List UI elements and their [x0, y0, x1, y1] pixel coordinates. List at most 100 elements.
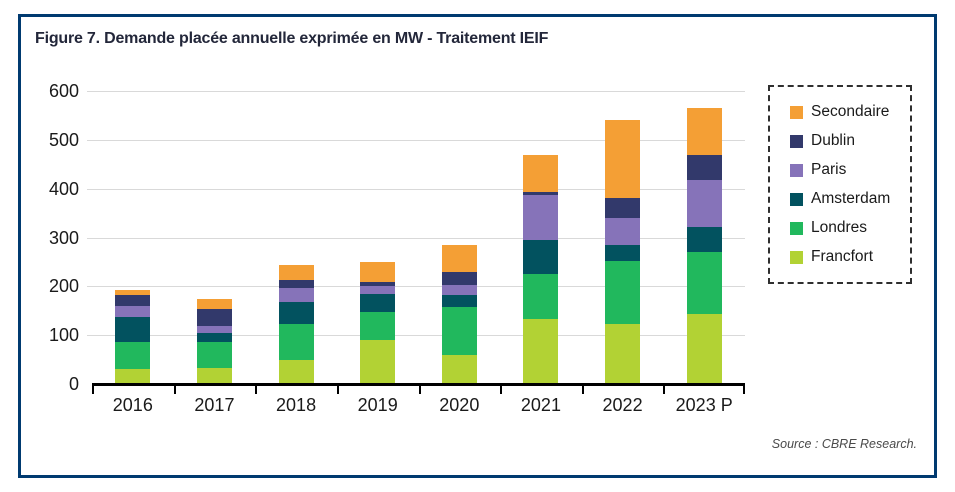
bar-segment-dublin-2023-p — [686, 155, 722, 180]
bar-segment-londres-2017 — [196, 342, 232, 369]
bar-2021 — [523, 154, 559, 383]
x-axis-tick — [581, 385, 584, 394]
bar-segment-londres-2018 — [278, 323, 314, 361]
gridline-200 — [87, 286, 745, 288]
bar-segment-dublin-2019 — [360, 281, 396, 286]
bar-segment-dublin-2017 — [196, 308, 232, 326]
plot-area — [87, 91, 745, 394]
legend-label: Londres — [811, 219, 868, 236]
legend-label: Paris — [811, 161, 847, 178]
legend-swatch-icon — [790, 192, 803, 206]
bar-segment-secondaire-2023-p — [686, 108, 722, 156]
y-axis-label-600: 600 — [48, 81, 79, 101]
bar-segment-dublin-2020 — [441, 272, 477, 286]
y-axis-label-400: 400 — [48, 178, 79, 199]
bar-2019 — [360, 262, 396, 383]
bar-segment-londres-2019 — [360, 311, 396, 341]
bar-2022 — [605, 119, 641, 383]
bar-2017 — [196, 299, 232, 383]
x-axis-label-2017: 2017 — [194, 395, 235, 415]
x-axis-tick — [336, 385, 339, 394]
legend-swatch-icon — [790, 105, 803, 119]
bar-segment-francfort-2023-p — [686, 313, 722, 383]
x-axis-label-2021: 2021 — [520, 395, 561, 415]
legend-label: Amsterdam — [811, 190, 891, 207]
bar-2018 — [278, 265, 314, 383]
bar-segment-amsterdam-2020 — [441, 295, 477, 308]
legend-item-amsterdam: Amsterdam — [790, 185, 910, 214]
x-axis-line — [92, 383, 745, 386]
bar-segment-amsterdam-2021 — [523, 240, 559, 275]
bar-segment-dublin-2018 — [278, 280, 314, 289]
bar-segment-francfort-2019 — [360, 340, 396, 383]
bar-segment-secondaire-2017 — [196, 299, 232, 309]
y-axis-label-0: 0 — [68, 374, 79, 394]
gridline-500 — [87, 139, 745, 141]
legend-item-paris: Paris — [790, 156, 910, 185]
legend-label: Francfort — [811, 248, 874, 265]
legend-swatch-icon — [790, 250, 803, 264]
figure-frame: Figure 7. Demande placée annuelle exprim… — [18, 14, 937, 478]
bar-segment-londres-2016 — [115, 341, 151, 370]
bar-segment-francfort-2016 — [115, 369, 151, 383]
bar-segment-londres-2020 — [441, 307, 477, 355]
y-axis-label-500: 500 — [48, 129, 79, 150]
y-axis-label-300: 300 — [48, 227, 79, 248]
x-axis-tick — [743, 385, 745, 394]
bar-segment-amsterdam-2019 — [360, 294, 396, 312]
x-axis-label-2019: 2019 — [357, 395, 398, 415]
x-axis-tick — [500, 385, 503, 394]
bar-segment-secondaire-2019 — [360, 262, 396, 282]
bar-segment-paris-2019 — [360, 285, 396, 295]
bar-segment-paris-2023-p — [686, 179, 722, 228]
bar-segment-paris-2022 — [605, 218, 641, 245]
x-axis-tick — [173, 385, 176, 394]
legend-item-secondaire: Secondaire — [790, 98, 910, 127]
bar-segment-amsterdam-2016 — [115, 317, 151, 342]
bar-segment-paris-2016 — [115, 306, 151, 318]
bar-segment-londres-2022 — [605, 261, 641, 324]
x-axis-label-2022: 2022 — [602, 395, 643, 415]
x-axis-tick — [418, 385, 421, 394]
bar-segment-amsterdam-2022 — [605, 244, 641, 262]
bar-segment-francfort-2018 — [278, 360, 314, 383]
legend-swatch-icon — [790, 163, 803, 177]
bar-segment-secondaire-2016 — [115, 289, 151, 296]
x-axis-label-2023-p: 2023 P — [675, 395, 733, 415]
figure-title: Figure 7. Demande placée annuelle exprim… — [35, 30, 549, 47]
legend-swatch-icon — [790, 221, 803, 235]
legend-item-francfort: Francfort — [790, 243, 910, 272]
bar-segment-londres-2023-p — [686, 252, 722, 314]
x-axis-tick — [255, 385, 258, 394]
x-axis-tick — [663, 385, 666, 394]
bar-2023-p — [686, 108, 722, 383]
bar-segment-amsterdam-2018 — [278, 301, 314, 324]
bar-segment-amsterdam-2017 — [196, 333, 232, 342]
x-axis-label-2016: 2016 — [112, 395, 153, 415]
legend-label: Dublin — [811, 132, 855, 149]
legend-item-londres: Londres — [790, 214, 910, 243]
gridline-600 — [87, 91, 745, 92]
bar-segment-secondaire-2020 — [441, 245, 477, 273]
source-credit: Source : CBRE Research. — [771, 437, 917, 451]
bar-segment-secondaire-2022 — [605, 119, 641, 199]
bar-2016 — [115, 289, 151, 383]
bar-segment-paris-2020 — [441, 285, 477, 296]
bar-segment-dublin-2016 — [115, 295, 151, 307]
bar-segment-secondaire-2021 — [523, 154, 559, 192]
gridline-100 — [87, 335, 745, 337]
gridline-300 — [87, 237, 745, 239]
bar-segment-francfort-2017 — [196, 368, 232, 383]
bar-segment-francfort-2020 — [441, 354, 477, 383]
bar-2020 — [441, 245, 477, 383]
x-axis-label-2020: 2020 — [439, 395, 480, 415]
x-axis-label-2018: 2018 — [276, 395, 317, 415]
x-axis-tick — [92, 385, 94, 394]
bar-segment-amsterdam-2023-p — [686, 227, 722, 253]
bar-segment-dublin-2021 — [523, 191, 559, 196]
bar-segment-francfort-2021 — [523, 319, 559, 383]
bar-segment-dublin-2022 — [605, 198, 641, 219]
y-axis-label-100: 100 — [48, 325, 79, 346]
y-axis-label-200: 200 — [48, 276, 79, 297]
bar-segment-londres-2021 — [523, 274, 559, 320]
